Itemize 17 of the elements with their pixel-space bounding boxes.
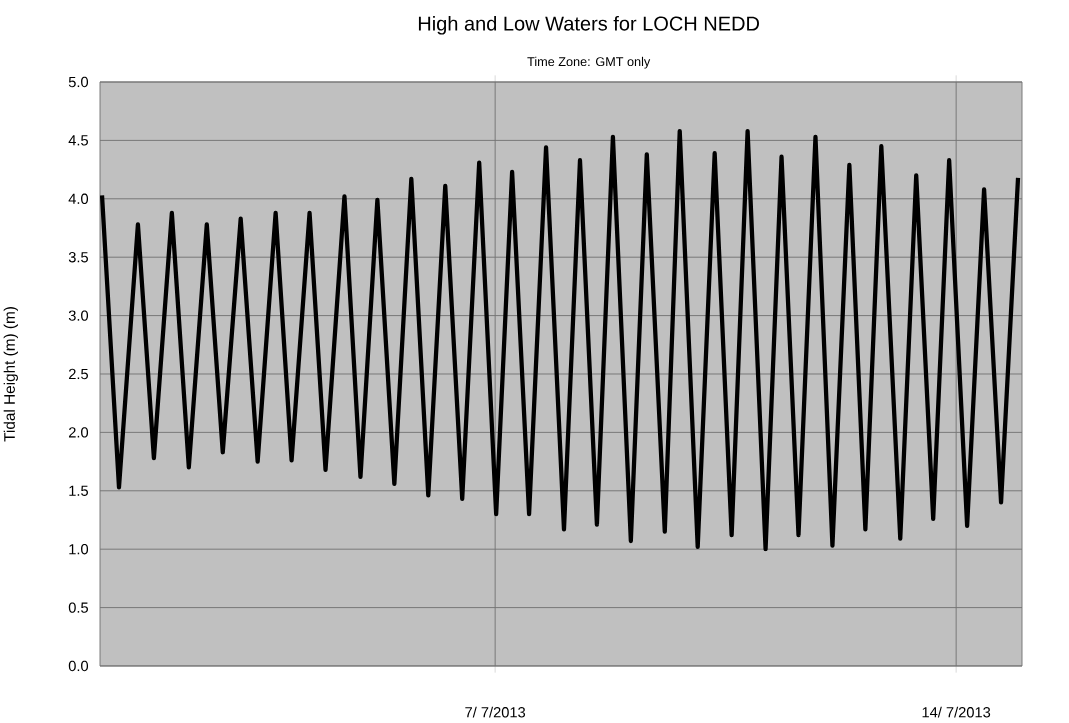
y-tick-label: 1.5 xyxy=(69,485,88,496)
y-axis-title: Tidal Height (m) (m) xyxy=(3,307,18,442)
y-tick-label: 4.5 xyxy=(68,135,88,146)
y-tick-label: 3.5 xyxy=(68,252,88,263)
y-tick-label: 2.5 xyxy=(68,368,88,380)
y-tick-label: 0.5 xyxy=(68,602,88,613)
y-tick-label: 1.0 xyxy=(69,544,89,555)
x-tick-label: 7/ 7/2013 xyxy=(465,706,526,718)
y-tick-label: 0.0 xyxy=(68,660,89,672)
y-tick-label: 4.0 xyxy=(68,193,89,204)
line-series xyxy=(100,128,1021,552)
chart-subtitle: Time Zone: GMT only xyxy=(527,56,651,69)
y-tick-label: 2.0 xyxy=(68,427,89,438)
y-tick-label: 5.0 xyxy=(68,76,89,88)
y-tick-label: 3.0 xyxy=(68,310,89,321)
x-tick-label: 14/ 7/2013 xyxy=(922,706,991,718)
chart-title: High and Low Waters for LOCH NEDD xyxy=(418,15,759,35)
